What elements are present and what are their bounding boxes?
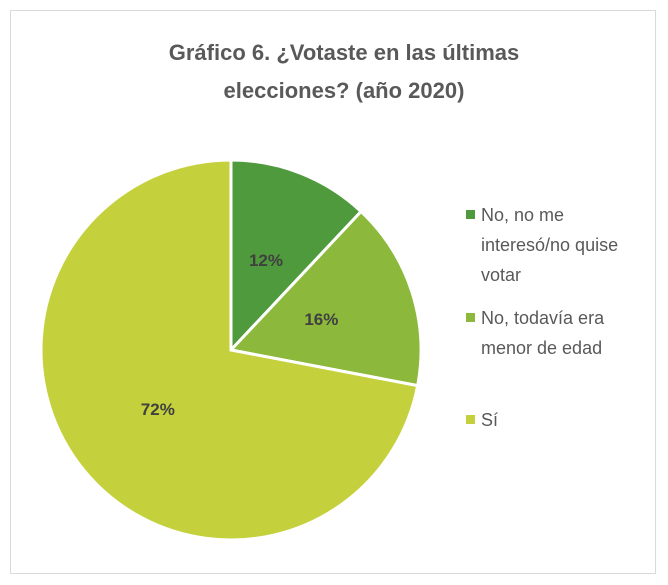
- legend-swatch: [466, 415, 475, 424]
- legend-label: Sí: [481, 410, 499, 430]
- data-label: 72%: [141, 400, 175, 419]
- chart-title: Gráfico 6. ¿Votaste en las últimas elecc…: [168, 40, 520, 103]
- chart-frame: [10, 10, 656, 574]
- legend-entry: No, no me interesó/no quise votar: [466, 200, 646, 290]
- legend-entry: Sí: [466, 405, 646, 435]
- legend-label: No, todavía era menor de edad: [481, 308, 605, 358]
- data-label: 16%: [304, 310, 338, 329]
- data-label: 12%: [249, 251, 283, 270]
- legend-label: No, no me interesó/no quise votar: [481, 205, 619, 285]
- pie-slice: [229, 158, 364, 354]
- legend-entry: No, todavía era menor de edad: [466, 303, 646, 363]
- pie-slice: [39, 158, 420, 542]
- pie-slice: [228, 209, 423, 388]
- legend-swatch: [466, 210, 475, 219]
- legend-swatch: [466, 313, 475, 322]
